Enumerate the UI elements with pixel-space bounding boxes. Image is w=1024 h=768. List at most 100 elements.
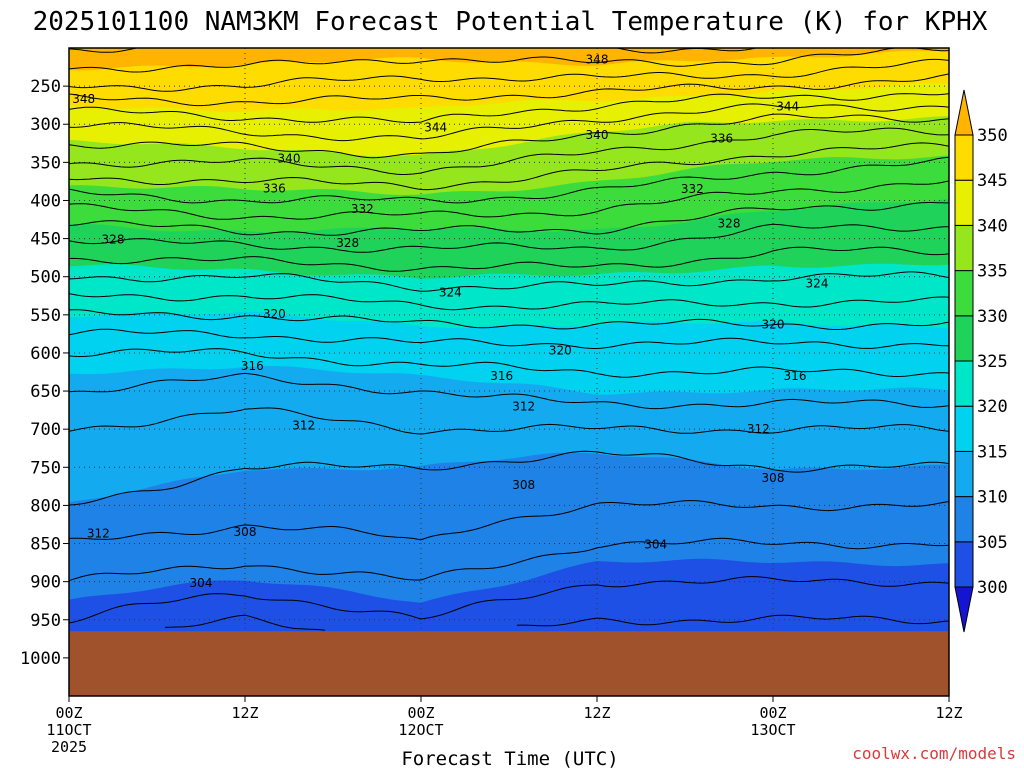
y-tick-label-800: 800 [30,496,61,516]
x-tick-date-h0: 11OCT [46,721,91,739]
contour-332 [69,180,949,220]
contour-322 [69,293,949,311]
contour-326 [69,246,949,272]
contour-328 [69,223,949,253]
contour-338 [69,127,949,175]
contour-label-308: 308 [234,525,257,539]
contour-label-348: 348 [72,92,95,106]
colorbar-label-300: 300 [977,578,1008,598]
contour-label-324: 324 [806,277,829,291]
colorbar-label-340: 340 [977,216,1008,236]
contour-label-332: 332 [351,202,374,216]
contour-label-312: 312 [512,399,535,413]
y-tick-label-900: 900 [30,573,61,593]
colorbar-swatch-340 [954,179,974,226]
contour-label-328: 328 [102,232,125,246]
contour-304 [69,576,949,624]
colorbar-swatch-330 [954,270,974,317]
contour-318 [69,328,949,349]
contour-310 [69,450,949,506]
contour-label-340: 340 [278,152,301,166]
plot-area [69,48,949,696]
y-tick-label-700: 700 [30,420,61,440]
x-axis-label: Forecast Time (UTC) [401,748,618,768]
contour-340 [69,113,949,159]
credit-text: coolwx.com/models [852,744,1016,763]
colorbar-swatch-315 [954,405,974,452]
contour-label-308: 308 [512,478,535,492]
y-tick-label-350: 350 [30,153,61,173]
contour-label-344: 344 [424,120,447,134]
contour-302 [164,614,949,631]
contour-330 [69,202,949,236]
contour-label-340: 340 [586,128,609,142]
colorbar-arrow-bottom [954,586,974,633]
contour-label-316: 316 [490,369,513,383]
contour-342 [69,103,949,142]
contour-label-336: 336 [710,132,733,146]
x-tick-label-h24: 00Z [407,704,434,722]
colorbar-label-325: 325 [977,352,1008,372]
y-tick-label-750: 750 [30,458,61,478]
colorbar-label-330: 330 [977,307,1008,327]
contour-324 [69,271,949,292]
x-tick-year-h0: 2025 [51,738,87,756]
contour-label-332: 332 [681,182,704,196]
contour-label-304: 304 [644,537,667,551]
colorbar: 300 305 310 315 320 325 330 335 340 345 350 [954,89,1008,633]
y-axis: 250 300 350 400 450 500 550 600 650 700 750 800 850 9… [20,77,69,669]
colorbar-swatch-320 [954,360,974,407]
colorbar-label-315: 315 [977,442,1008,462]
colorbar-swatch-310 [954,450,974,498]
chart-title: 2025101100 NAM3KM Forecast Potential Tem… [33,7,988,37]
contour-336 [69,142,949,191]
contour-label-316: 316 [241,359,264,373]
y-tick-label-850: 850 [30,535,61,555]
contour-label-308: 308 [762,471,785,485]
y-tick-label-600: 600 [30,344,61,364]
contour-label-320: 320 [762,318,785,332]
contour-label-304: 304 [190,576,213,590]
contour-label-320: 320 [549,344,572,358]
contour-label-312: 312 [87,527,110,541]
contour-320 [69,309,949,330]
contour-label-336: 336 [263,181,286,195]
surface-terrain [69,631,949,696]
colorbar-arrow-top [954,89,974,136]
contour-312 [69,407,949,435]
contour-308 [69,500,949,541]
y-tick-label-450: 450 [30,230,61,250]
contour-334 [69,156,949,204]
colorbar-swatch-300 [954,541,974,588]
contour-316 [69,348,949,378]
y-tick-label-650: 650 [30,382,61,402]
colorbar-label-310: 310 [977,488,1008,508]
contour-label-312: 312 [292,418,315,432]
contour-label-328: 328 [336,236,359,250]
colorbar-swatch-305 [954,496,974,543]
contour-label-320: 320 [263,307,286,321]
contour-350 [69,48,949,73]
contour-352 [69,48,759,54]
y-tick-label-500: 500 [30,268,61,288]
colorbar-label-335: 335 [977,262,1008,282]
contour-lines [69,48,949,631]
contour-label-316: 316 [784,369,807,383]
x-tick-label-h36: 12Z [583,704,610,722]
y-tick-label-1000: 1000 [20,649,61,669]
contour-348 [69,58,949,92]
contour-label-312: 312 [747,422,770,436]
contour-label-344: 344 [776,100,799,114]
colorbar-label-345: 345 [977,171,1008,191]
contour-344 [69,93,949,123]
y-tick-label-300: 300 [30,115,61,135]
contour-labels: 348 348 344 344 340 336 340 336 332 332 328 328 328 3… [72,52,829,590]
x-tick-label-h48: 00Z [759,704,786,722]
plot-frame [68,47,950,697]
contour-314 [69,372,949,410]
colorbar-label-320: 320 [977,397,1008,417]
contour-346 [69,73,949,107]
contour-label-324: 324 [439,286,462,300]
x-tick-label-h60: 12Z [935,704,962,722]
